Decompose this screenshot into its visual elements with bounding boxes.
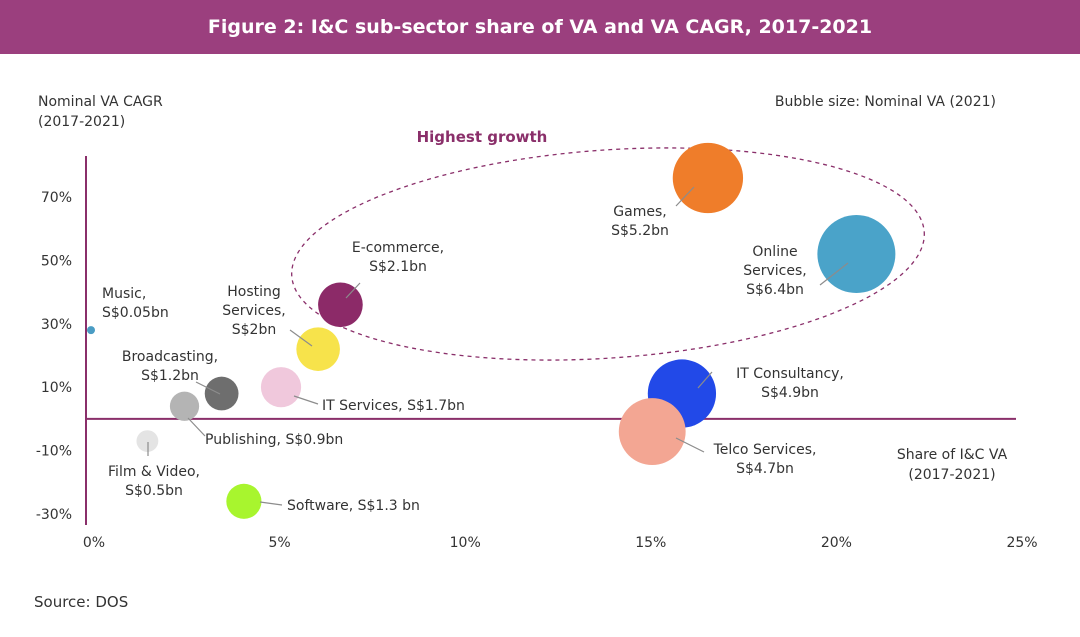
y-tick-label: 50% xyxy=(41,253,72,269)
bubble xyxy=(318,282,363,328)
leader-line xyxy=(259,501,283,506)
bubble-label: Games, S$5.2bn xyxy=(611,204,669,239)
x-tick-label: 10% xyxy=(450,535,481,551)
leader-line xyxy=(697,371,713,389)
bubble-label: IT Consultancy, S$4.9bn xyxy=(736,366,844,401)
leader-line xyxy=(675,437,705,453)
y-tick-label: 70% xyxy=(41,190,72,206)
figure-title: Figure 2: I&C sub-sector share of VA and… xyxy=(0,0,1080,54)
bubble-label: Music, S$0.05bn xyxy=(102,286,169,321)
x-tick-label: 0% xyxy=(83,535,105,551)
x-tick-label: 25% xyxy=(1006,535,1037,551)
y-tick-label: -30% xyxy=(36,507,72,523)
leader-line xyxy=(195,381,221,395)
leader-line xyxy=(293,395,319,405)
x-tick-label: 20% xyxy=(821,535,852,551)
bubble-label: Broadcasting, S$1.2bn xyxy=(122,349,218,384)
bubble-label: Software, S$1.3 bn xyxy=(287,498,420,514)
bubble xyxy=(296,327,340,371)
bubble xyxy=(817,215,896,294)
bubble-label: IT Services, S$1.7bn xyxy=(322,398,465,414)
bubble-label: E-commerce, S$2.1bn xyxy=(352,240,444,275)
y-tick-label: 30% xyxy=(41,317,72,333)
y-tick-label: -10% xyxy=(36,444,72,460)
bubble xyxy=(87,326,95,335)
y-tick-label: 10% xyxy=(41,380,72,396)
x-axis-title: Share of I&C VA (2017-2021) xyxy=(897,447,1008,483)
x-tick-label: 15% xyxy=(635,535,666,551)
leader-line xyxy=(187,417,206,437)
y-axis-title: Nominal VA CAGR (2017-2021) xyxy=(38,94,163,130)
bubble xyxy=(226,483,262,519)
bubble xyxy=(204,376,239,411)
bubble-label: Hosting Services, S$2bn xyxy=(222,284,286,338)
bubble-label: Online Services, S$6.4bn xyxy=(743,244,807,298)
leader-line xyxy=(819,262,849,286)
x-tick-label: 5% xyxy=(268,535,290,551)
bubble xyxy=(672,142,744,214)
bubble xyxy=(618,398,686,466)
source-note: Source: DOS xyxy=(34,593,129,611)
figure-title-text: Figure 2: I&C sub-sector share of VA and… xyxy=(207,16,873,38)
leader-line xyxy=(345,282,361,299)
bubble-label: Telco Services, S$4.7bn xyxy=(713,442,817,477)
bubble-label: Film & Video, S$0.5bn xyxy=(108,464,200,499)
bubble-size-legend: Bubble size: Nominal VA (2021) xyxy=(775,94,996,110)
bubble xyxy=(169,391,200,421)
bubble-label: Publishing, S$0.9bn xyxy=(205,432,343,448)
leader-line xyxy=(289,329,313,347)
bubble-chart: 70% 50% 30% 10% -10% -30% 0% 5% 10% 15% 20% 25% Nomi… xyxy=(36,94,1038,551)
highest-growth-ellipse xyxy=(291,147,925,361)
bubble xyxy=(260,367,302,408)
leader-line xyxy=(675,186,695,207)
highest-growth-label: Highest growth xyxy=(417,128,548,146)
bubble xyxy=(136,430,159,452)
